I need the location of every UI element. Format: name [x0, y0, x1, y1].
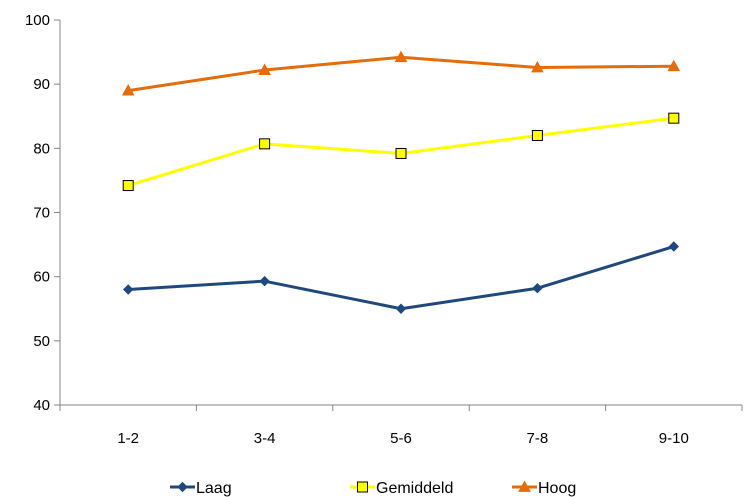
y-tick-label: 50: [33, 333, 50, 350]
data-point: [532, 283, 543, 294]
data-point: [395, 147, 407, 159]
data-point: [122, 180, 134, 192]
series-hoog: [121, 50, 681, 96]
series-group: [121, 50, 681, 314]
legend-item-laag: Laag: [170, 480, 232, 497]
data-point: [121, 84, 135, 96]
data-point: [531, 130, 543, 141]
data-point: [258, 63, 271, 75]
x-tick-label: 7-8: [527, 430, 549, 447]
legend-item-hoog: Hoog: [512, 480, 576, 497]
x-tick-label: 3-4: [254, 430, 276, 447]
y-tick-label: 40: [33, 397, 50, 414]
data-point: [668, 112, 680, 124]
y-tick-label: 80: [33, 140, 50, 157]
legend-marker-icon: [357, 481, 368, 493]
legend: Laag Gemiddeld Hoog: [170, 480, 576, 497]
legend-marker-icon: [177, 481, 188, 493]
data-point: [259, 138, 271, 150]
y-tick-label: 90: [33, 76, 50, 93]
data-point: [122, 284, 134, 295]
legend-item-gemiddeld: Gemiddeld: [350, 480, 453, 497]
legend-label: Gemiddeld: [376, 480, 453, 497]
series-line: [128, 245, 675, 311]
y-tick-label: 70: [33, 205, 50, 222]
y-tick-label: 60: [33, 269, 50, 286]
data-point: [668, 241, 680, 252]
y-tick-label: 100: [25, 12, 50, 29]
x-tick-label: 9-10: [659, 430, 689, 447]
x-tick-label: 5-6: [390, 430, 412, 447]
data-point: [395, 303, 407, 314]
legend-marker-icon: [518, 480, 531, 492]
axes: 40 50 60 70 80 90 100 1-2 3-4 5-6 7-8 9-10: [25, 12, 743, 447]
series-line: [127, 55, 674, 93]
x-tick-label: 1-2: [117, 430, 139, 447]
series-laag: [122, 241, 680, 314]
data-point: [667, 59, 681, 72]
series-gemiddeld: [122, 112, 680, 192]
data-point: [394, 50, 408, 63]
data-point: [259, 275, 270, 287]
legend-label: Laag: [196, 480, 232, 497]
legend-label: Hoog: [538, 480, 576, 497]
data-point: [531, 60, 544, 73]
